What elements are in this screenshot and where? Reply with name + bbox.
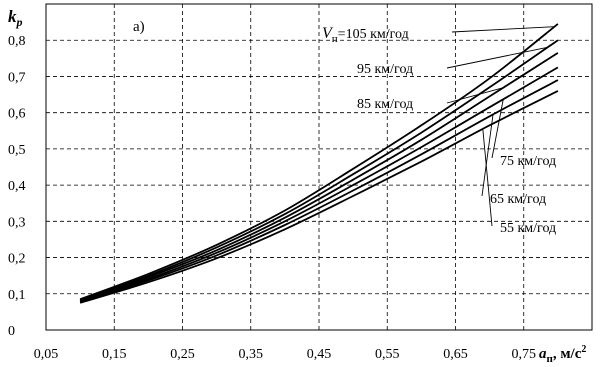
series-label-2: 85 км/год xyxy=(357,97,413,112)
x-axis-title: aп, м/с2 xyxy=(539,344,586,365)
series-line-3 xyxy=(79,66,559,303)
series-label-0: Vп=105 км/год xyxy=(322,25,409,45)
x-tick-label-2: 0,25 xyxy=(170,347,195,362)
leader-line-5 xyxy=(482,128,493,227)
y-tick-label-4: 0,4 xyxy=(8,179,26,194)
plot-frame xyxy=(45,3,593,331)
y-tick-label-0: 0 xyxy=(8,324,15,339)
series-line-4 xyxy=(79,79,559,303)
grid xyxy=(45,4,593,330)
series-line-5 xyxy=(79,90,559,304)
series-label-1: 95 км/год xyxy=(357,62,413,77)
x-tick-label-1: 0,15 xyxy=(102,347,127,362)
leader-line-4 xyxy=(481,114,494,197)
y-tick-label-5: 0,5 xyxy=(8,143,26,158)
series-label-4: 65 км/год xyxy=(490,192,546,207)
series-label-3: 75 км/год xyxy=(500,154,556,169)
y-axis-title: kp xyxy=(8,7,23,29)
y-tick-label-7: 0,7 xyxy=(8,70,26,85)
x-tick-label-3: 0,35 xyxy=(239,347,264,362)
y-tick-label-2: 0,2 xyxy=(8,252,26,267)
x-tick-label-0: 0,05 xyxy=(34,347,59,362)
series-labels: Vп=105 км/год 95 км/год 85 км/год 75 км/год… xyxy=(322,25,556,236)
y-tick-labels: 0 0,1 0,2 0,3 0,4 0,5 0,6 0,7 0,8 xyxy=(8,34,26,339)
x-tick-label-5: 0,55 xyxy=(375,347,400,362)
x-tick-label-4: 0,45 xyxy=(307,347,332,362)
y-tick-label-3: 0,3 xyxy=(8,215,26,230)
x-tick-labels: 0,05 0,15 0,25 0,35 0,45 0,55 0,65 0,75 xyxy=(34,347,536,362)
y-tick-label-1: 0,1 xyxy=(8,288,26,303)
leader-line-3 xyxy=(491,99,504,159)
x-tick-label-6: 0,65 xyxy=(443,347,468,362)
x-tick-label-7: 0,75 xyxy=(512,347,537,362)
panel-label: а) xyxy=(133,19,145,35)
series-line-2 xyxy=(79,52,559,302)
series-label-5: 55 км/год xyxy=(500,221,556,236)
leader-line-1 xyxy=(446,46,548,69)
leader-lines xyxy=(446,26,555,227)
series-layer xyxy=(79,23,559,304)
y-tick-label-6: 0,6 xyxy=(8,107,26,122)
leader-line-2 xyxy=(446,87,504,104)
series-line-1 xyxy=(79,39,559,301)
series-line-0 xyxy=(79,23,559,301)
y-tick-label-8: 0,8 xyxy=(8,34,26,49)
leader-line-0 xyxy=(451,26,555,33)
